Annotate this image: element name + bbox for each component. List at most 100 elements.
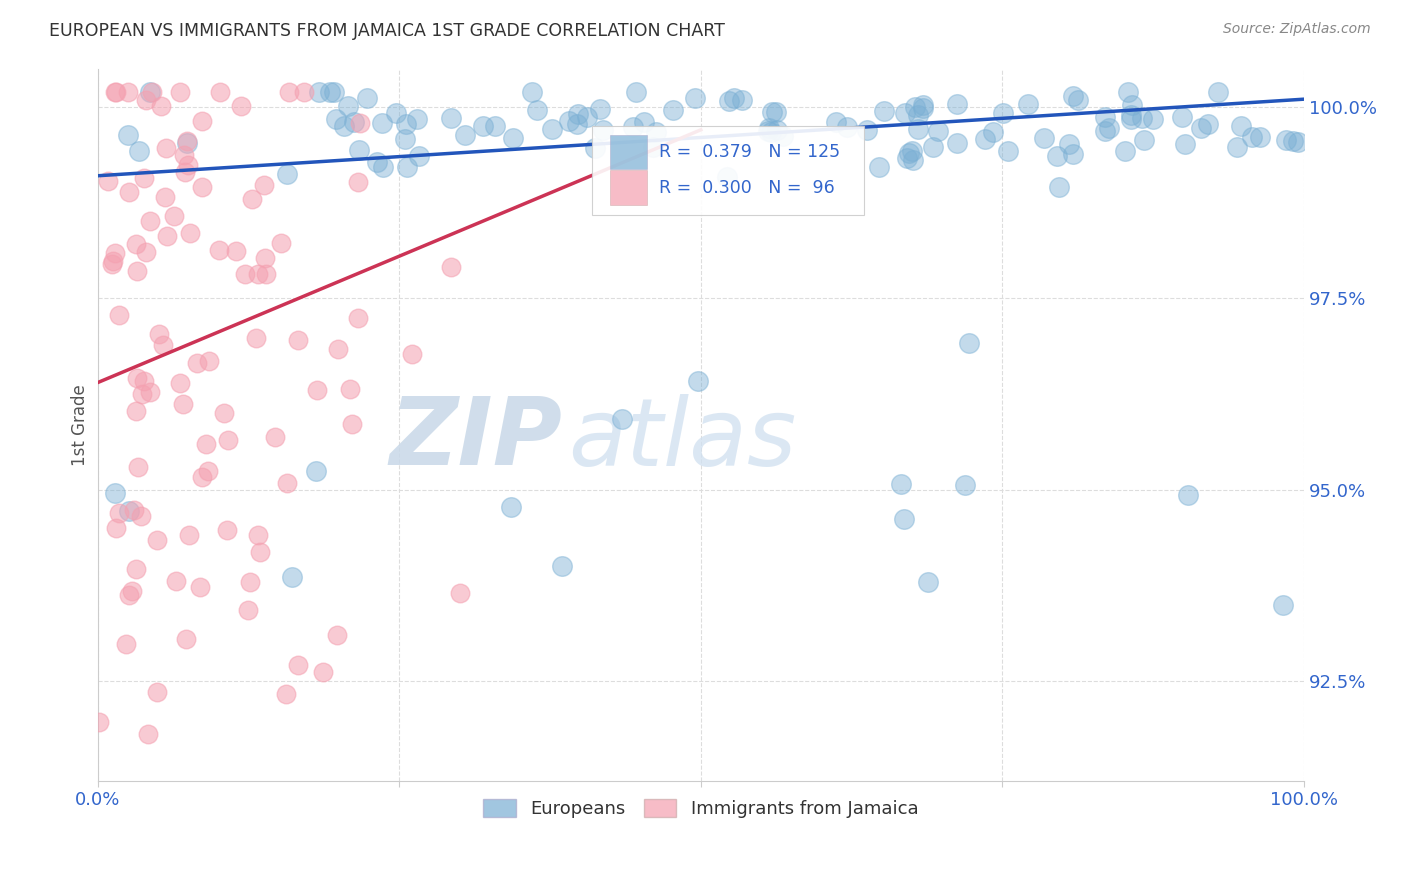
Point xyxy=(325,112,347,127)
Point xyxy=(981,125,1004,139)
Point xyxy=(890,477,912,491)
Point xyxy=(1046,149,1069,163)
Point xyxy=(1206,85,1229,99)
Point xyxy=(1142,112,1164,127)
Point xyxy=(440,260,463,274)
Point xyxy=(401,347,423,361)
Point xyxy=(440,111,463,125)
Point xyxy=(1249,129,1271,144)
Legend: Europeans, Immigrants from Jamaica: Europeans, Immigrants from Jamaica xyxy=(477,791,925,825)
Point xyxy=(1098,120,1121,135)
Point xyxy=(155,141,177,155)
Point xyxy=(238,603,260,617)
Point xyxy=(127,460,149,475)
Point xyxy=(276,476,298,491)
Point xyxy=(146,685,169,699)
Point xyxy=(247,267,270,281)
Text: Source: ZipAtlas.com: Source: ZipAtlas.com xyxy=(1223,22,1371,37)
Point xyxy=(1033,130,1056,145)
Point xyxy=(896,151,918,165)
Point xyxy=(276,167,298,181)
Point xyxy=(454,128,477,143)
Point xyxy=(148,326,170,341)
Point xyxy=(117,128,139,143)
Point xyxy=(281,570,304,584)
FancyBboxPatch shape xyxy=(592,126,863,215)
Point xyxy=(277,85,299,99)
Point xyxy=(1274,133,1296,147)
Point xyxy=(558,113,581,128)
Point xyxy=(1132,133,1154,147)
Point xyxy=(1094,110,1116,124)
Point xyxy=(186,356,208,370)
Point xyxy=(688,374,710,388)
Point xyxy=(484,119,506,133)
Point xyxy=(641,139,664,153)
Point xyxy=(132,171,155,186)
Point xyxy=(125,404,148,418)
Point xyxy=(502,131,524,145)
Point xyxy=(973,132,995,146)
Point xyxy=(132,374,155,388)
Point xyxy=(254,267,277,281)
Point xyxy=(118,185,141,199)
Point xyxy=(319,85,342,99)
Point xyxy=(576,110,599,124)
Point xyxy=(191,113,214,128)
Point xyxy=(190,580,212,594)
Point xyxy=(1241,129,1264,144)
Point xyxy=(231,99,253,113)
Point xyxy=(567,107,589,121)
Point xyxy=(612,412,634,426)
Point xyxy=(104,246,127,260)
Point xyxy=(326,342,349,356)
Point xyxy=(163,209,186,223)
Point xyxy=(624,85,647,99)
Point xyxy=(152,337,174,351)
Point xyxy=(772,128,794,143)
Point xyxy=(893,106,915,120)
Point xyxy=(592,122,614,136)
Point xyxy=(177,158,200,172)
Point xyxy=(104,85,127,99)
Point xyxy=(898,146,921,161)
Point xyxy=(1114,144,1136,158)
Point xyxy=(287,334,309,348)
Point xyxy=(190,470,212,484)
Point xyxy=(249,545,271,559)
Point xyxy=(179,227,201,241)
Point xyxy=(765,105,787,120)
Point xyxy=(346,310,368,325)
Point xyxy=(633,115,655,129)
Point xyxy=(343,115,366,129)
FancyBboxPatch shape xyxy=(610,135,647,169)
Point xyxy=(873,103,896,118)
Point xyxy=(1272,598,1295,612)
Point xyxy=(1189,121,1212,136)
Point xyxy=(395,117,418,131)
Point xyxy=(583,141,606,155)
Point xyxy=(308,85,330,99)
Point xyxy=(1174,136,1197,151)
Point xyxy=(108,506,131,520)
Point xyxy=(373,160,395,174)
Point xyxy=(270,236,292,251)
Point xyxy=(197,464,219,478)
Point xyxy=(209,85,232,99)
Point xyxy=(176,136,198,150)
Point xyxy=(191,180,214,194)
Point xyxy=(758,120,780,135)
Point xyxy=(292,85,315,99)
Point xyxy=(366,155,388,169)
Point xyxy=(541,122,564,136)
Point xyxy=(253,178,276,193)
Point xyxy=(177,527,200,541)
Point xyxy=(225,244,247,258)
Text: R =  0.300   N =  96: R = 0.300 N = 96 xyxy=(658,178,834,196)
Point xyxy=(253,251,276,265)
Point xyxy=(1177,488,1199,502)
Point xyxy=(336,99,359,113)
Point xyxy=(621,120,644,135)
Point xyxy=(917,574,939,589)
Point xyxy=(588,102,610,116)
